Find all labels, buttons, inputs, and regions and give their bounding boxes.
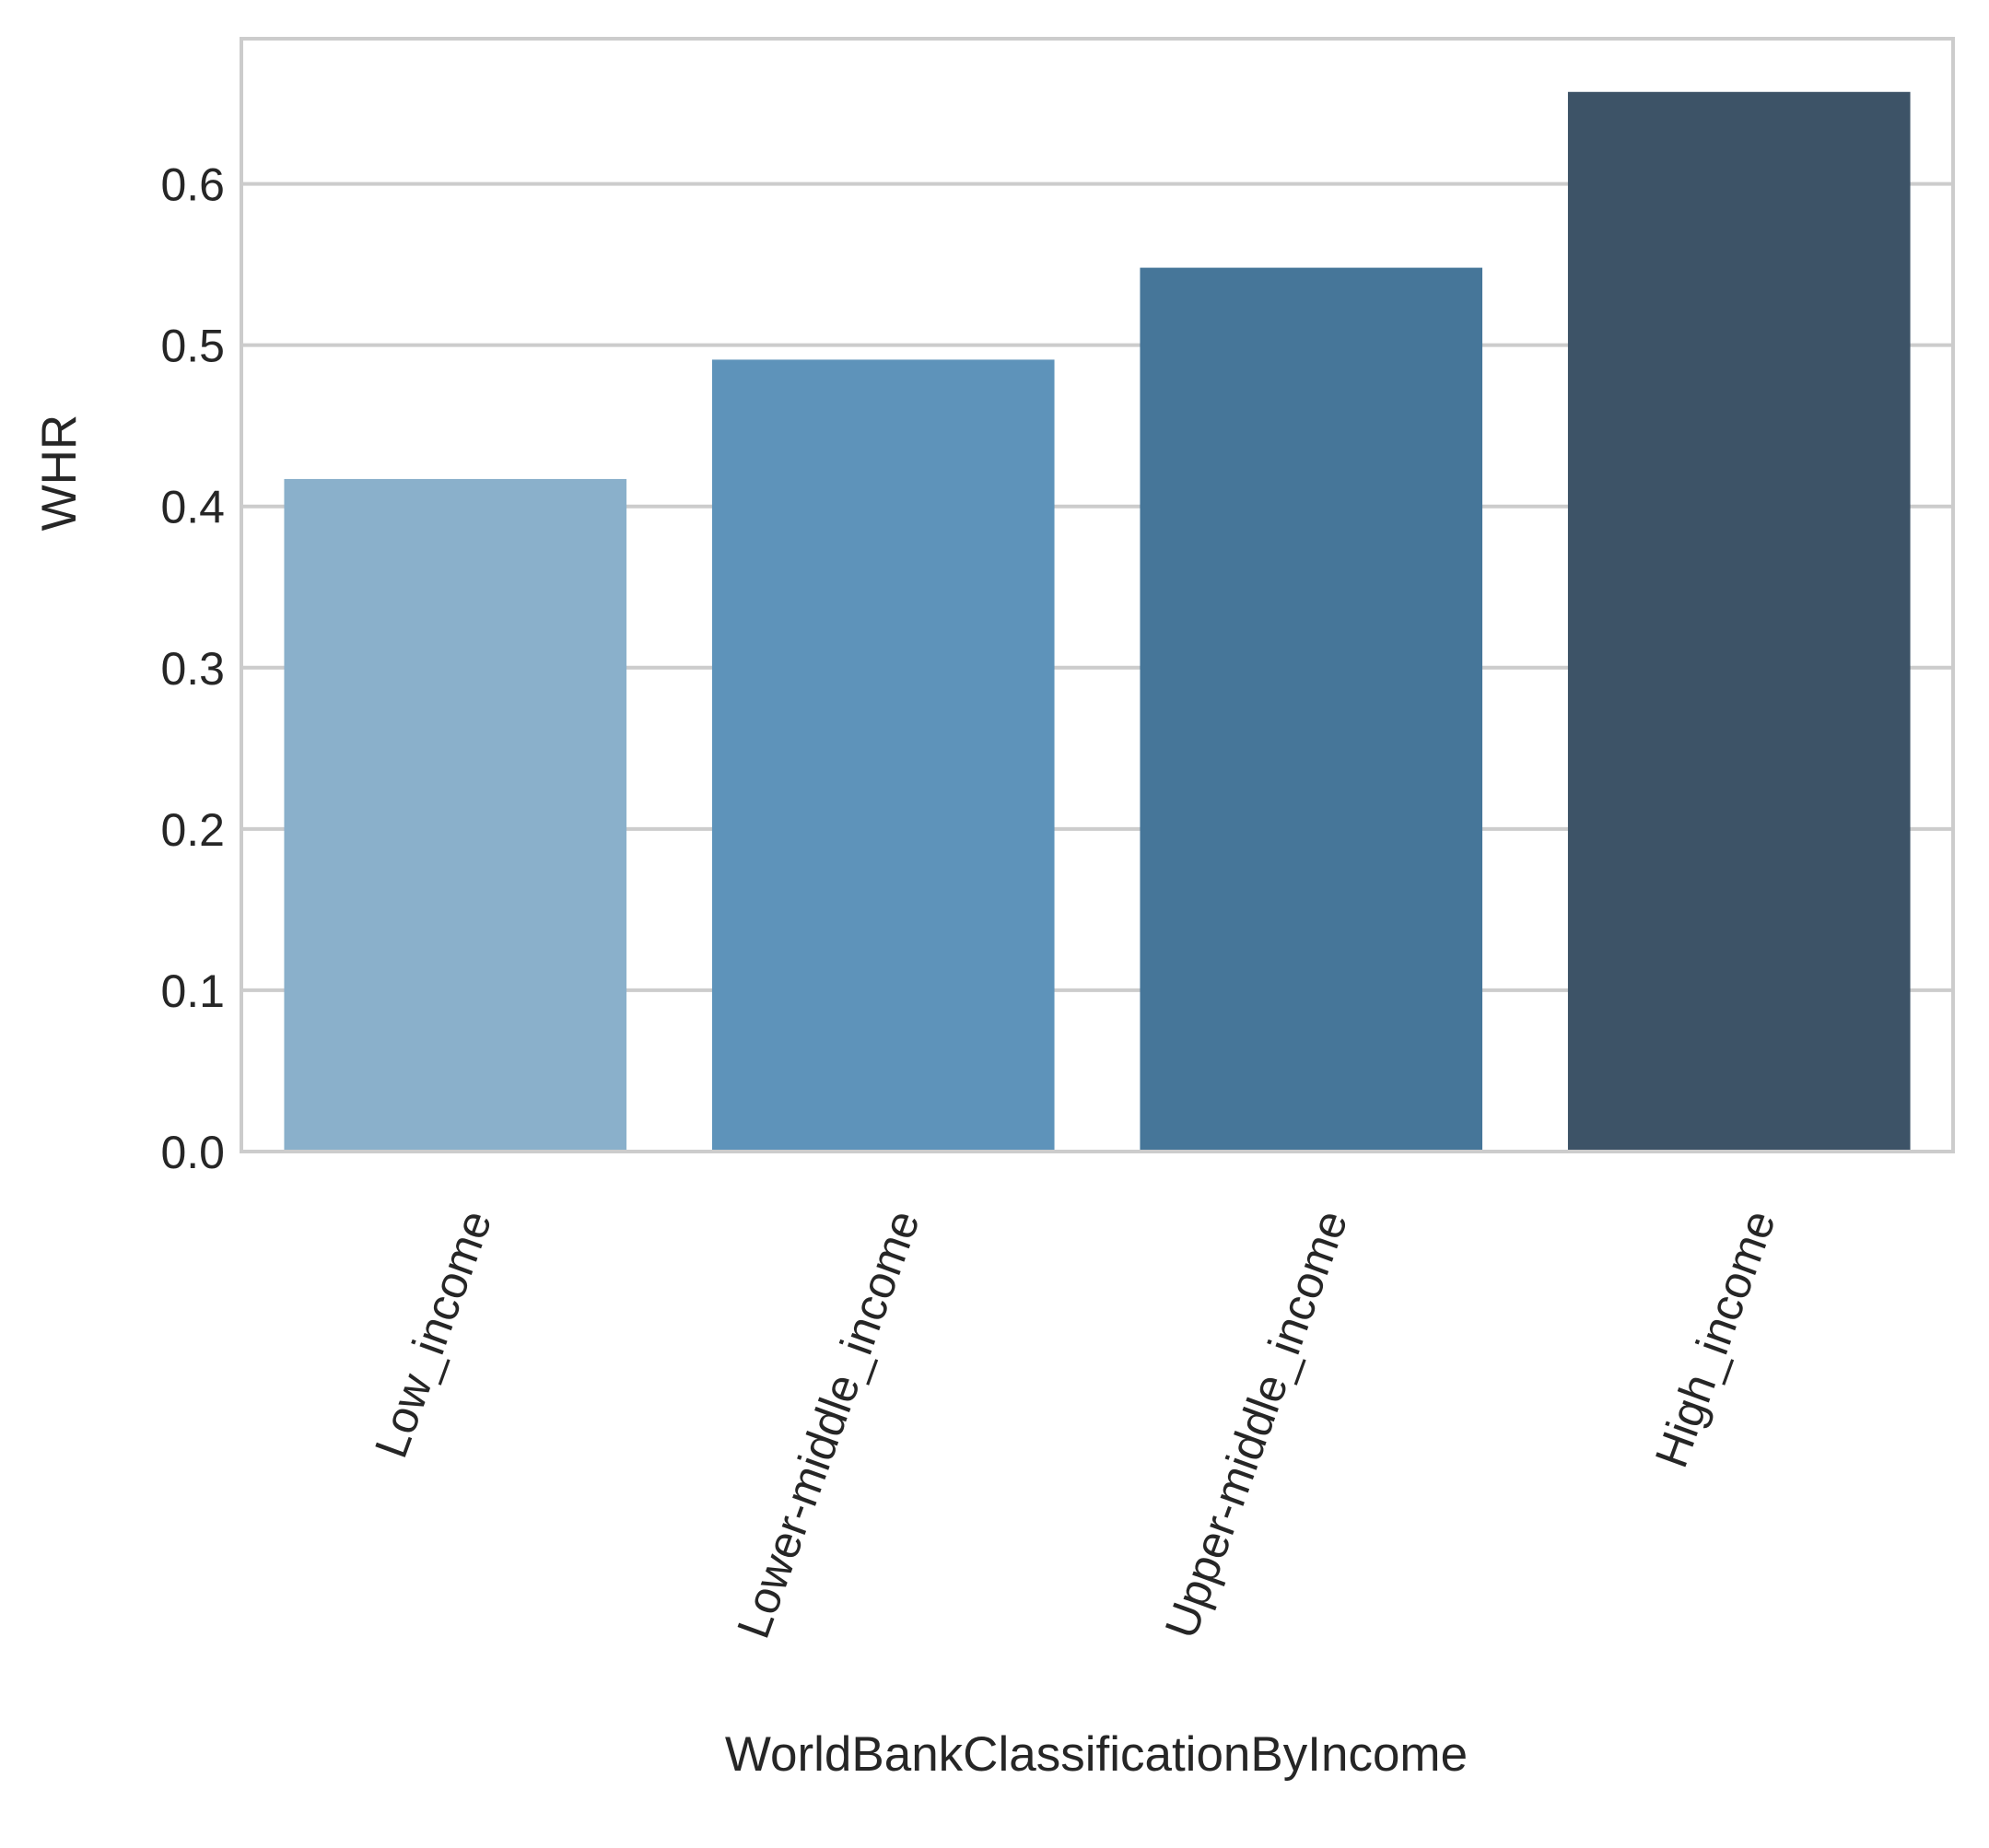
y-tick-label: 0.0	[160, 1127, 225, 1178]
y-tick-label: 0.5	[160, 321, 225, 372]
y-tick-label: 0.1	[160, 965, 225, 1017]
bar-low-income	[284, 478, 627, 1152]
x-axis-label: WorldBankClassificationByIncome	[725, 1727, 1468, 1782]
y-tick-label: 0.6	[160, 159, 225, 211]
y-axis-ticks: 0.0 0.1 0.2 0.3 0.4 0.5 0.6	[160, 159, 225, 1178]
y-tick-label: 0.2	[160, 804, 225, 856]
bar-lower-middle-income	[711, 359, 1055, 1152]
y-tick-label: 0.3	[160, 643, 225, 695]
y-axis-label: WHR	[32, 415, 87, 532]
plot-frame	[240, 37, 1955, 1153]
y-tick-label: 0.4	[160, 482, 225, 533]
bar-upper-middle-income	[1140, 267, 1483, 1152]
bars	[284, 91, 1911, 1152]
bar-high-income	[1567, 91, 1911, 1152]
